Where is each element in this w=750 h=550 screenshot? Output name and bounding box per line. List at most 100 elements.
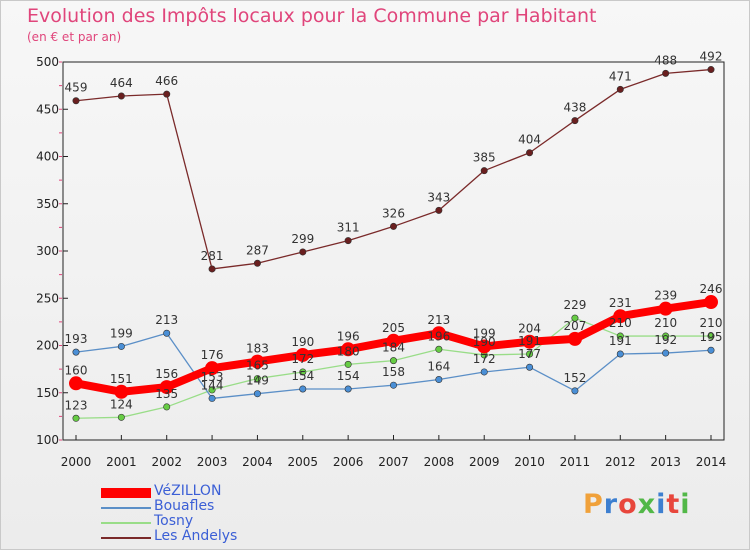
- y-tick-label: 200: [36, 339, 59, 353]
- data-label: 207: [563, 319, 586, 333]
- data-point: [341, 342, 356, 357]
- logo-letter: P: [583, 489, 604, 520]
- data-label: 199: [110, 326, 133, 340]
- data-label: 190: [473, 335, 496, 349]
- data-label: 299: [291, 232, 314, 246]
- data-point: [117, 342, 125, 350]
- legend-label: Les Andelys: [154, 528, 238, 544]
- x-tick-label: 2000: [61, 455, 92, 469]
- data-point: [117, 92, 125, 100]
- x-tick-label: 2001: [106, 455, 137, 469]
- y-tick-label: 100: [36, 433, 59, 447]
- data-label: 210: [700, 316, 723, 330]
- data-point: [163, 403, 171, 411]
- data-label: 196: [427, 329, 450, 343]
- data-label: 438: [563, 101, 586, 115]
- series-line-Les Andelys: [75, 68, 712, 270]
- logo-letter: r: [603, 489, 619, 520]
- data-point: [522, 334, 537, 349]
- data-label: 135: [155, 387, 178, 401]
- y-tick-label: 400: [36, 150, 59, 164]
- data-point: [72, 97, 80, 105]
- logo-letter: t: [666, 489, 681, 520]
- y-tick-label: 350: [36, 197, 59, 211]
- data-point: [571, 117, 579, 125]
- data-point: [299, 385, 307, 393]
- y-tick-label: 500: [36, 55, 59, 69]
- chart-subtitle: (en € et par an): [27, 30, 122, 44]
- data-point: [386, 333, 401, 348]
- x-tick-label: 2002: [151, 455, 182, 469]
- data-label: 192: [654, 333, 677, 347]
- data-label: 210: [654, 316, 677, 330]
- data-label: 471: [609, 69, 632, 83]
- legend-item: Les Andelys: [101, 528, 301, 545]
- x-tick-label: 2005: [288, 455, 319, 469]
- data-label: 160: [65, 363, 88, 377]
- data-label: 287: [246, 243, 269, 257]
- data-point: [526, 350, 534, 358]
- data-label: 172: [473, 352, 496, 366]
- data-label: 177: [518, 347, 541, 361]
- data-label: 193: [65, 332, 88, 346]
- data-point: [299, 248, 307, 256]
- data-label: 154: [337, 369, 360, 383]
- data-label: 191: [518, 334, 541, 348]
- data-point: [208, 386, 216, 394]
- y-tick-label: 250: [36, 291, 59, 305]
- data-label: 466: [155, 74, 178, 88]
- data-label: 213: [427, 313, 450, 327]
- chart-title: Evolution des Impôts locaux pour la Comm…: [27, 5, 597, 27]
- data-label: 492: [700, 50, 723, 64]
- x-tick-label: 2006: [333, 455, 364, 469]
- data-point: [208, 394, 216, 402]
- legend-swatch: [101, 487, 151, 498]
- data-point: [299, 368, 307, 376]
- legend-swatch: [101, 536, 151, 539]
- x-tick-label: 2010: [514, 455, 545, 469]
- x-tick-label: 2012: [605, 455, 636, 469]
- data-label: 488: [654, 53, 677, 67]
- data-point: [163, 90, 171, 98]
- y-tick-label: 450: [36, 102, 59, 116]
- data-point: [250, 354, 265, 369]
- legend-swatch: [101, 506, 151, 509]
- line-chart: 100 150 200 250 300 350 400 450 500 2000 2001 2002 2…: [36, 50, 726, 469]
- data-point: [567, 331, 582, 346]
- data-label: 196: [337, 329, 360, 343]
- data-label: 326: [382, 206, 405, 220]
- data-label: 239: [654, 289, 677, 303]
- axes: 100 150 200 250 300 350 400 450 500 2000 2001 2002 2…: [36, 55, 726, 469]
- legend-item: Tosny: [101, 513, 301, 530]
- data-point: [114, 384, 129, 399]
- proxiti-logo: Proxiti: [583, 489, 691, 520]
- data-point: [477, 339, 492, 354]
- data-label: 172: [291, 352, 314, 366]
- data-label: 149: [246, 374, 269, 388]
- data-point: [72, 414, 80, 422]
- x-tick-label: 2013: [650, 455, 681, 469]
- data-label: 464: [110, 76, 133, 90]
- y-tick-label: 150: [36, 386, 59, 400]
- x-tick-label: 2014: [696, 455, 727, 469]
- legend-item: VéZILLON: [101, 483, 301, 500]
- data-point: [205, 361, 220, 376]
- x-tick-label: 2004: [242, 455, 273, 469]
- logo-letter: i: [656, 489, 667, 520]
- data-label: 204: [518, 322, 541, 336]
- data-point: [117, 413, 125, 421]
- data-point: [295, 347, 310, 362]
- data-label: 199: [473, 326, 496, 340]
- data-label: 246: [700, 282, 723, 296]
- data-point: [707, 332, 715, 340]
- legend-item: Bouafles: [101, 498, 301, 515]
- legend-swatch: [101, 521, 151, 524]
- data-label: 195: [700, 330, 723, 344]
- data-point: [435, 345, 443, 353]
- data-label: 153: [201, 370, 224, 384]
- x-tick-label: 2008: [424, 455, 455, 469]
- data-point: [613, 309, 628, 324]
- data-point: [526, 363, 534, 371]
- data-label: 190: [291, 335, 314, 349]
